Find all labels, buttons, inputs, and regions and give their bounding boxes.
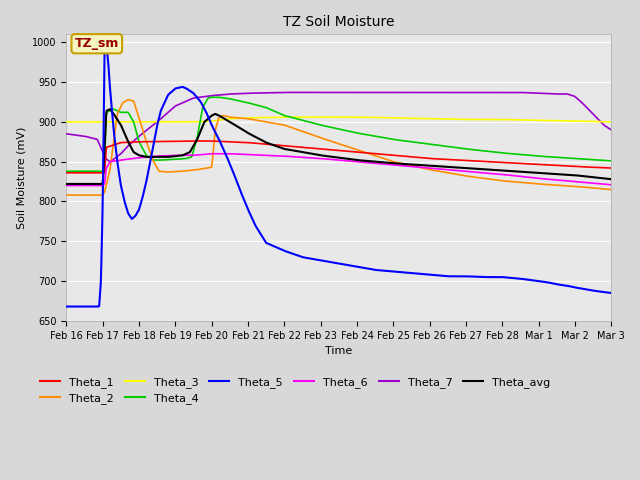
Y-axis label: Soil Moisture (mV): Soil Moisture (mV): [17, 126, 27, 229]
Title: TZ Soil Moisture: TZ Soil Moisture: [283, 15, 394, 29]
X-axis label: Time: Time: [325, 346, 353, 356]
Legend: Theta_1, Theta_2, Theta_3, Theta_4, Theta_5, Theta_6, Theta_7, Theta_avg: Theta_1, Theta_2, Theta_3, Theta_4, Thet…: [35, 372, 555, 408]
Text: TZ_sm: TZ_sm: [75, 37, 119, 50]
